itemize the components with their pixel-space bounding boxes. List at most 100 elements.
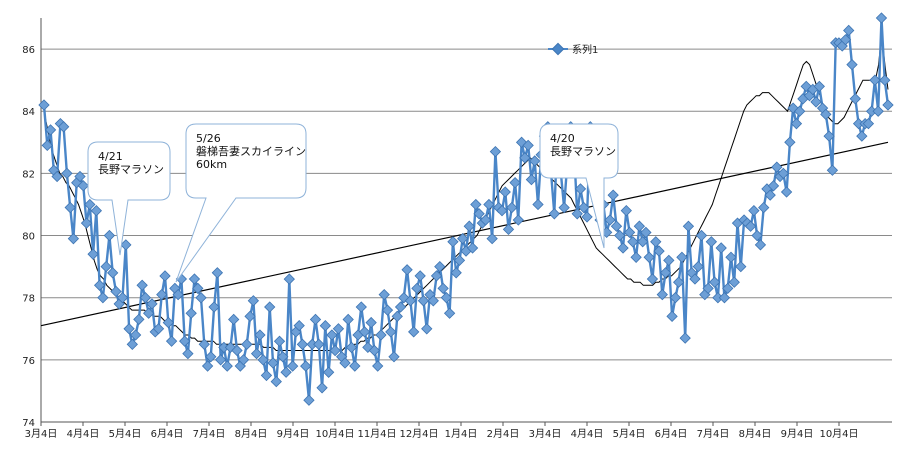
data-point bbox=[100, 260, 112, 273]
data-point bbox=[273, 335, 286, 347]
data-point bbox=[506, 201, 518, 214]
data-point bbox=[453, 254, 466, 267]
data-point bbox=[578, 201, 590, 214]
data-point bbox=[411, 282, 423, 295]
data-point bbox=[771, 161, 783, 173]
data-point bbox=[656, 288, 668, 301]
x-tick-label: 6月4日 bbox=[151, 428, 184, 440]
data-point bbox=[486, 232, 498, 245]
data-point bbox=[882, 99, 894, 111]
data-point bbox=[97, 292, 109, 304]
data-point bbox=[313, 338, 325, 350]
data-point bbox=[673, 276, 685, 288]
x-tick-label: 4月4日 bbox=[67, 428, 100, 440]
data-point bbox=[283, 273, 295, 285]
data-point bbox=[120, 239, 132, 251]
data-point bbox=[447, 236, 459, 248]
data-point bbox=[780, 186, 793, 198]
data-point bbox=[466, 242, 479, 254]
data-point bbox=[368, 344, 381, 357]
data-point bbox=[640, 226, 652, 239]
callout-box bbox=[175, 123, 307, 283]
data-point bbox=[381, 304, 394, 316]
data-point bbox=[620, 205, 632, 217]
data-point bbox=[244, 310, 256, 322]
x-tick-label: 8月4日 bbox=[235, 428, 268, 440]
data-point bbox=[607, 189, 619, 201]
data-point bbox=[250, 347, 263, 360]
y-tick-label: 86 bbox=[22, 45, 35, 56]
data-point bbox=[725, 251, 737, 263]
data-point bbox=[218, 341, 230, 354]
data-point bbox=[286, 360, 299, 372]
data-point bbox=[51, 170, 63, 183]
data-point bbox=[653, 245, 665, 257]
data-point bbox=[637, 236, 649, 248]
data-point bbox=[162, 316, 174, 329]
data-point bbox=[705, 236, 718, 248]
data-point bbox=[319, 320, 332, 332]
data-point bbox=[715, 242, 727, 254]
x-tick-label: 4月4日 bbox=[571, 428, 604, 440]
data-point bbox=[126, 338, 138, 350]
data-point bbox=[764, 189, 776, 201]
data-point bbox=[80, 217, 93, 229]
data-point bbox=[404, 295, 417, 307]
data-point bbox=[751, 229, 763, 242]
data-point bbox=[211, 267, 224, 279]
data-point bbox=[509, 177, 521, 189]
data-point bbox=[440, 292, 453, 304]
x-tick-label: 2月4日 bbox=[487, 428, 520, 440]
data-point bbox=[692, 260, 704, 273]
data-point bbox=[758, 201, 770, 214]
data-point bbox=[849, 93, 861, 105]
data-point bbox=[489, 145, 502, 158]
data-point bbox=[777, 167, 789, 180]
data-point bbox=[300, 360, 312, 372]
data-point bbox=[875, 12, 888, 24]
data-point bbox=[257, 354, 269, 366]
legend: 系列1 bbox=[548, 42, 598, 56]
data-point bbox=[744, 220, 757, 232]
data-point bbox=[74, 170, 86, 183]
data-point bbox=[856, 130, 868, 142]
x-tick-label: 5月4日 bbox=[613, 428, 646, 440]
data-point bbox=[689, 273, 701, 285]
callout-text: 5/26 bbox=[196, 132, 221, 145]
x-tick-label: 10月4日 bbox=[315, 428, 354, 440]
data-point bbox=[663, 254, 675, 267]
data-point bbox=[617, 242, 629, 254]
data-point bbox=[309, 313, 322, 326]
data-point bbox=[865, 105, 878, 117]
data-point bbox=[143, 307, 155, 319]
data-point bbox=[784, 136, 796, 148]
data-point bbox=[522, 139, 534, 152]
data-point bbox=[839, 34, 852, 46]
data-point bbox=[754, 239, 767, 251]
data-point bbox=[342, 313, 354, 326]
data-point bbox=[358, 326, 371, 338]
data-point bbox=[41, 139, 53, 152]
data-point bbox=[525, 173, 538, 186]
data-point bbox=[136, 279, 148, 291]
data-point bbox=[303, 394, 315, 406]
data-point bbox=[228, 313, 240, 326]
data-point bbox=[198, 338, 210, 350]
data-point bbox=[666, 310, 678, 322]
data-point bbox=[156, 288, 168, 301]
data-point bbox=[139, 292, 152, 304]
data-point bbox=[107, 267, 119, 279]
data-point bbox=[339, 357, 351, 369]
data-point bbox=[90, 205, 103, 217]
x-tick-label: 8月4日 bbox=[739, 428, 772, 440]
data-point bbox=[519, 152, 531, 164]
data-point bbox=[87, 248, 99, 260]
data-point bbox=[650, 236, 662, 248]
data-point bbox=[633, 220, 646, 232]
data-point bbox=[123, 323, 135, 335]
data-point bbox=[385, 326, 397, 338]
x-tick-label: 12月4日 bbox=[399, 428, 438, 440]
x-tick-label: 11月4日 bbox=[357, 428, 396, 440]
data-point bbox=[322, 366, 335, 378]
